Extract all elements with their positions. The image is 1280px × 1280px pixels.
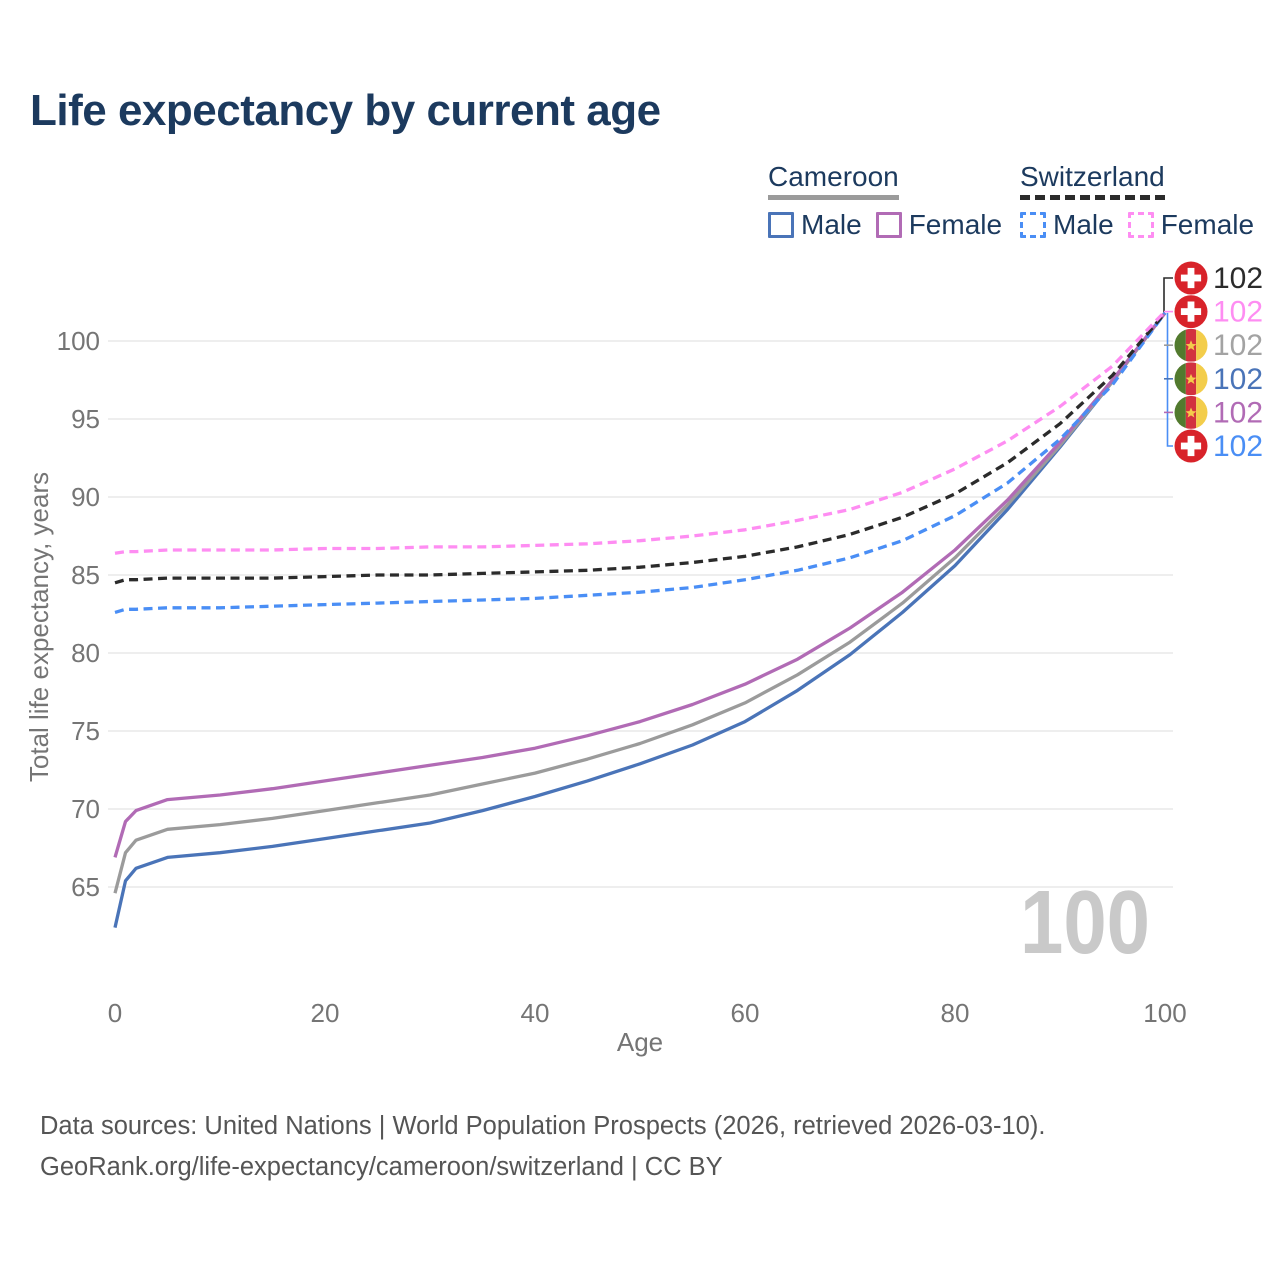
page-title: Life expectancy by current age [30, 86, 661, 135]
series-line-cameroon-female[interactable] [113, 311, 1167, 858]
legend-item-cameroon-female[interactable]: Female [875, 209, 1003, 241]
y-tick-label: 100 [57, 326, 100, 356]
legend-cameroon-items: Male Female [768, 209, 1002, 241]
x-tick-label: 40 [521, 998, 550, 1028]
end-label-row: 102 [1175, 396, 1263, 429]
footer-attribution: Data sources: United Nations | World Pop… [40, 1106, 1045, 1188]
end-label-value: 102 [1213, 430, 1263, 463]
cameroon-female-checkbox[interactable] [875, 212, 902, 238]
data-sources-line: Data sources: United Nations | World Pop… [40, 1112, 1046, 1140]
age-counter-watermark: 100 [1020, 873, 1150, 973]
x-tick-label: 100 [1143, 998, 1186, 1028]
cameroon-flag-icon [1175, 362, 1208, 395]
end-label-row: 102 [1174, 261, 1263, 295]
legend-label-switzerland-male: Male [1053, 209, 1114, 240]
x-tick-label: 80 [941, 998, 970, 1028]
x-tick-label: 20 [311, 998, 340, 1028]
y-tick-label: 85 [71, 560, 100, 590]
cameroon-line-sample [768, 195, 899, 200]
x-axis-title: Age [617, 1027, 663, 1057]
legend-label-cameroon-male: Male [801, 209, 862, 240]
gridlines [108, 340, 1173, 888]
series-line-switzerland-female[interactable] [114, 310, 1167, 555]
cameroon-flag-icon [1175, 396, 1208, 429]
source-url-line: GeoRank.org/life-expectancy/cameroon/swi… [40, 1153, 723, 1181]
switzerland-flag-icon [1174, 429, 1208, 463]
end-label-value: 102 [1213, 262, 1263, 295]
y-tick-label: 75 [71, 716, 100, 746]
x-tick-label: 0 [108, 998, 122, 1028]
cameroon-male-checkbox[interactable] [768, 212, 794, 238]
end-label-row: 102 [1174, 295, 1263, 329]
legend-cameroon-header: Cameroon [768, 162, 899, 200]
legend-item-switzerland-male[interactable]: Male [1020, 209, 1114, 241]
y-tick-label: 90 [71, 482, 100, 512]
switzerland-female-checkbox[interactable] [1127, 212, 1154, 238]
legend-label-switzerland-female: Female [1160, 209, 1255, 240]
end-label-value: 102 [1213, 329, 1263, 362]
legend-label-cameroon-female: Female [908, 209, 1003, 240]
legend-switzerland-items: Male Female [1020, 209, 1254, 241]
switzerland-line-sample [1020, 195, 1165, 200]
end-label-value: 102 [1213, 363, 1263, 396]
end-label-row: 102 [1174, 429, 1263, 463]
legend-switzerland-header: Switzerland [1020, 162, 1165, 200]
switzerland-flag-icon [1174, 295, 1208, 329]
series-line-switzerland-male[interactable] [114, 311, 1167, 614]
y-tick-label: 95 [71, 404, 100, 434]
legend-group-cameroon: Cameroon Male Female [768, 162, 1002, 241]
series-line-cameroon-both-sexes[interactable] [113, 311, 1167, 894]
legend-item-cameroon-male[interactable]: Male [768, 209, 862, 241]
end-label-value: 102 [1213, 296, 1263, 329]
y-tick-label: 70 [71, 794, 100, 824]
x-tick-label: 60 [731, 998, 760, 1028]
y-axis-title: Total life expectancy, years [24, 472, 54, 782]
y-tick-label: 80 [71, 638, 100, 668]
legend-item-switzerland-female[interactable]: Female [1127, 209, 1255, 241]
end-label-leaders [1163, 277, 1173, 447]
switzerland-flag-icon [1174, 261, 1208, 295]
y-tick-label: 65 [71, 872, 100, 902]
end-label-value: 102 [1213, 396, 1263, 429]
axis-labels: 65 70 75 80 85 90 95 100 0 20 40 60 80 100 Age Total li… [24, 326, 1187, 1057]
series-line-cameroon-male[interactable] [113, 311, 1167, 928]
series-line-switzerland-both-sexes[interactable] [114, 311, 1167, 585]
cameroon-flag-icon [1175, 329, 1208, 362]
legend-group-switzerland: Switzerland Male Female [1020, 162, 1254, 241]
switzerland-male-checkbox[interactable] [1020, 212, 1046, 238]
legend-switzerland-title: Switzerland [1020, 161, 1165, 192]
end-label-row: 102 [1175, 329, 1263, 362]
end-label-row: 102 [1175, 362, 1263, 396]
legend-cameroon-title: Cameroon [768, 161, 899, 192]
